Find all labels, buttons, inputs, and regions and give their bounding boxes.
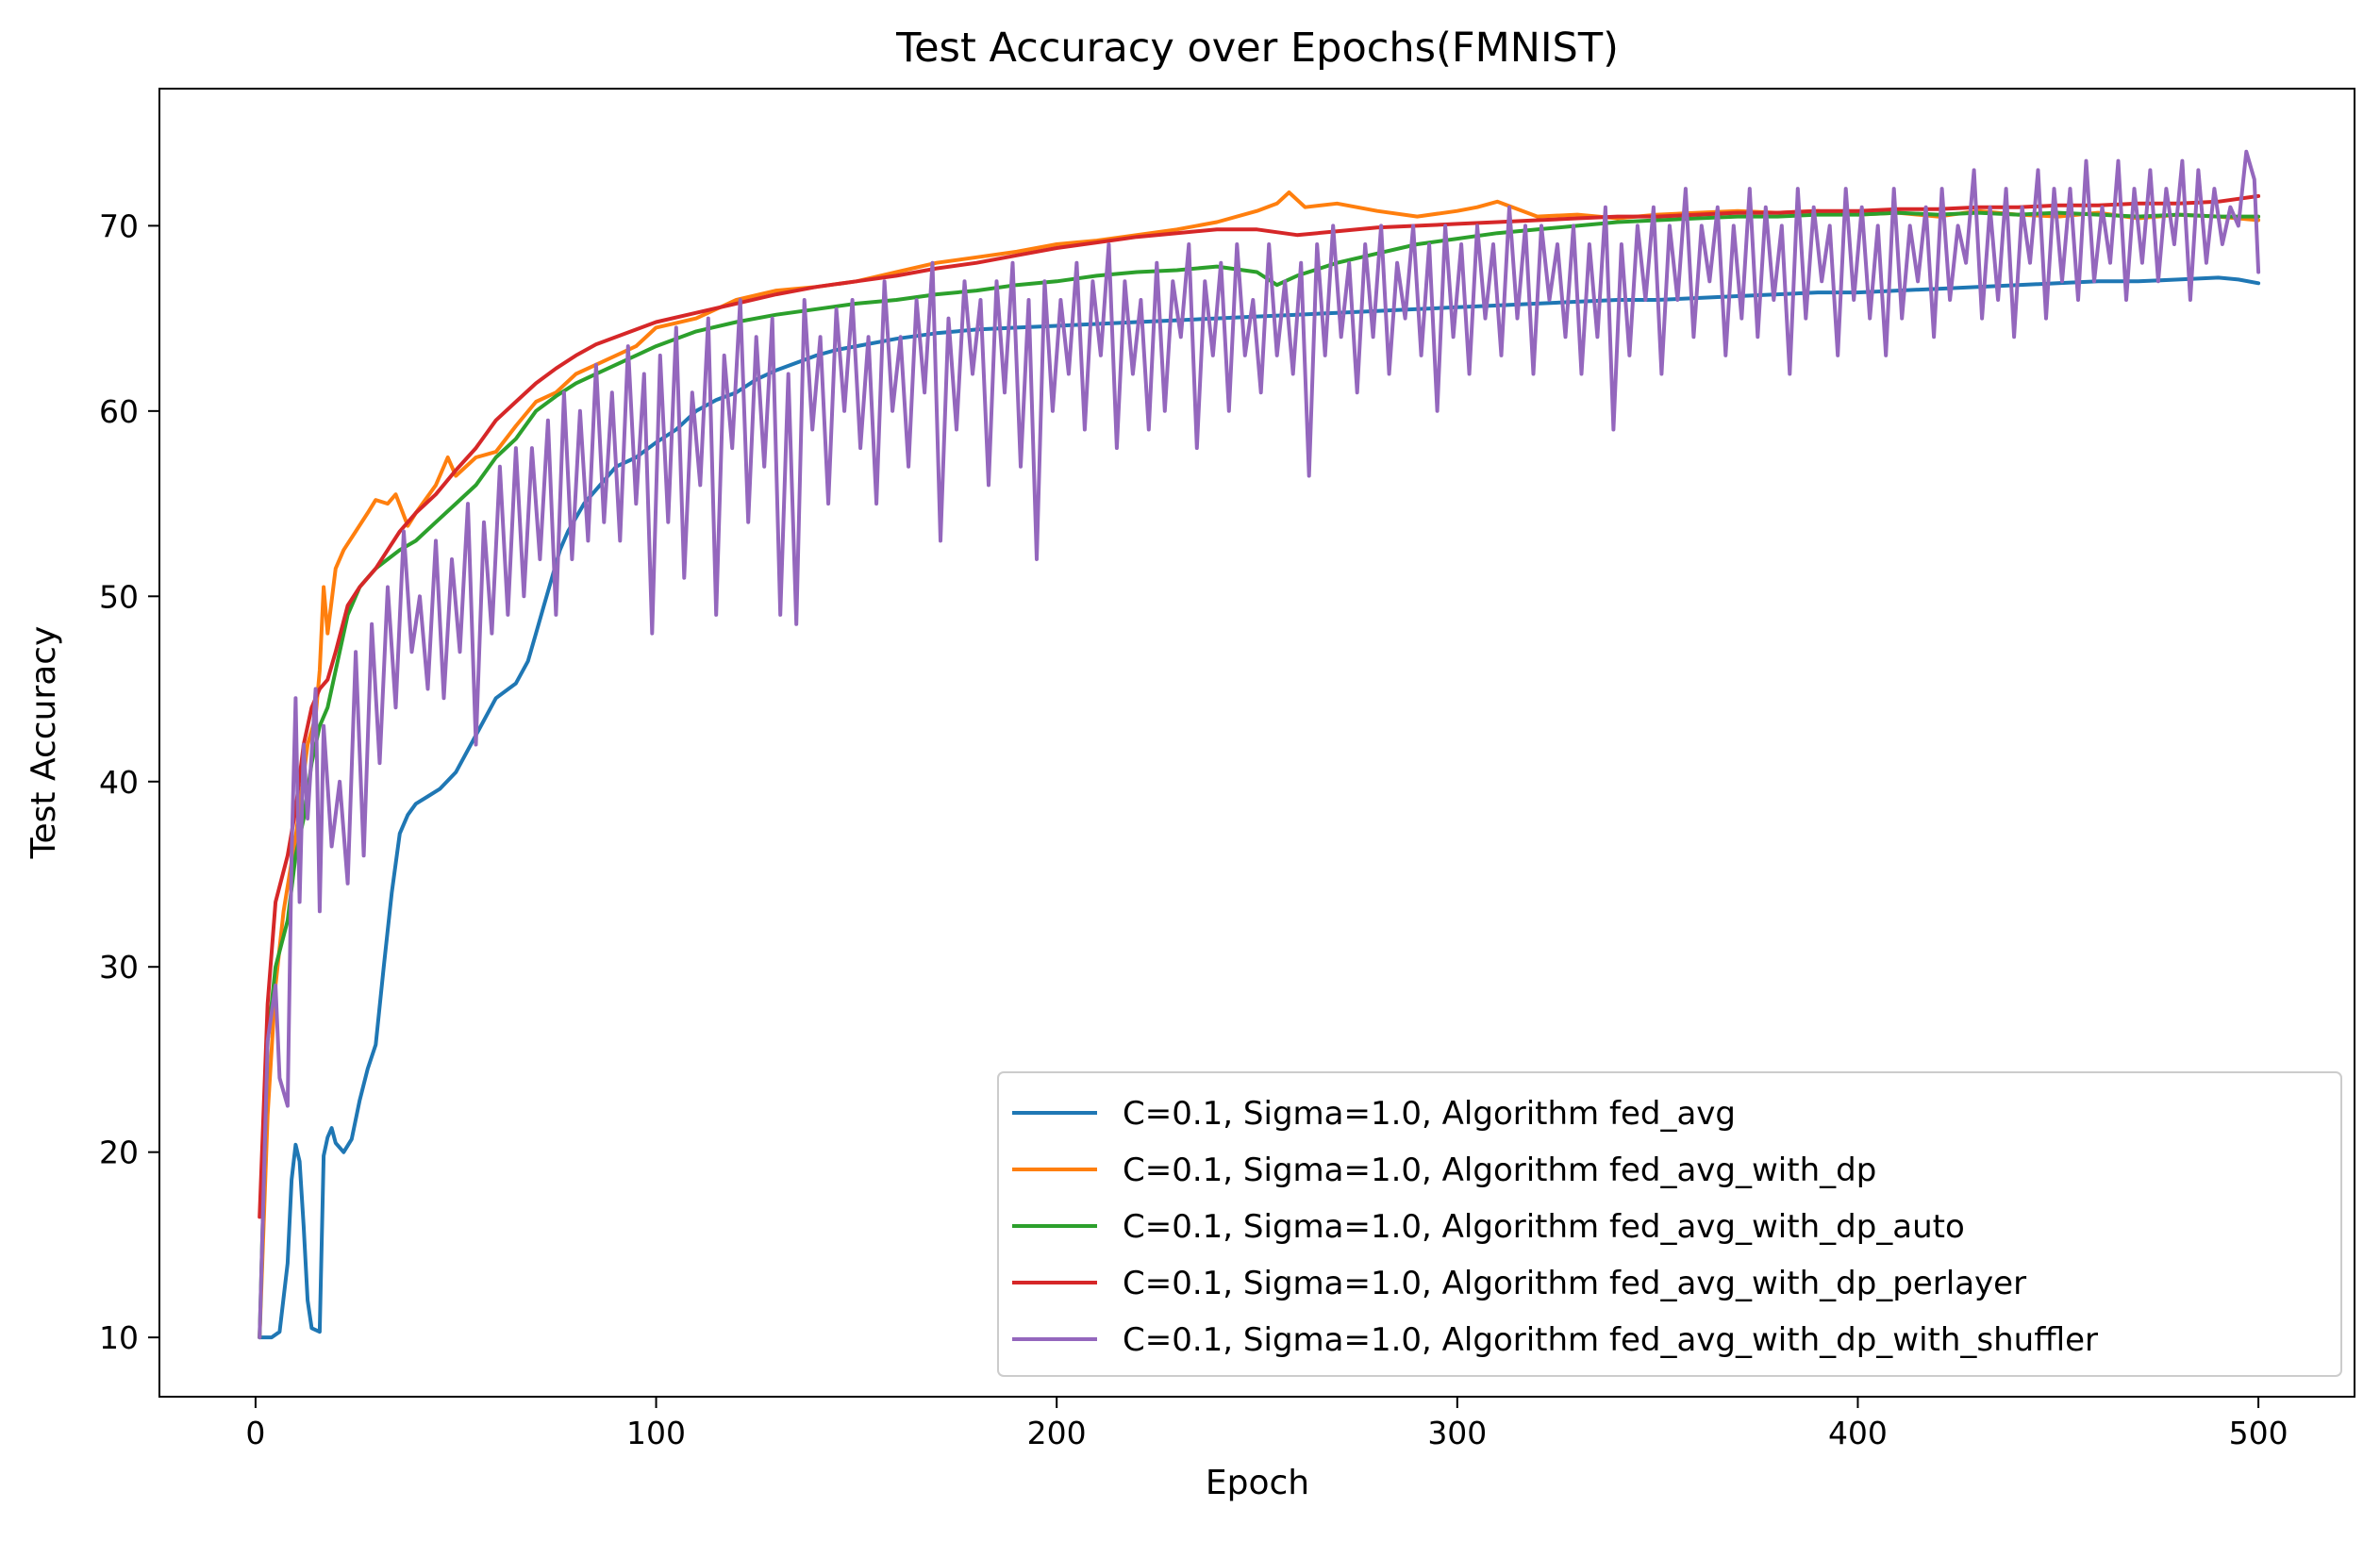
legend-box bbox=[997, 1071, 2342, 1377]
legend-entry-label: C=0.1, Sigma=1.0, Algorithm fed_avg_with… bbox=[1123, 1152, 1876, 1189]
y-tick-label: 10 bbox=[99, 1319, 139, 1356]
legend-entry-label: C=0.1, Sigma=1.0, Algorithm fed_avg_with… bbox=[1123, 1321, 2098, 1359]
x-tick-label: 100 bbox=[626, 1415, 686, 1451]
x-tick-label: 400 bbox=[1828, 1415, 1888, 1451]
series-line-1 bbox=[258, 275, 2261, 1340]
legend-entry-label: C=0.1, Sigma=1.0, Algorithm fed_avg_with… bbox=[1123, 1208, 1965, 1246]
y-tick-label: 60 bbox=[99, 393, 139, 430]
x-axis: 0 100 200 300 400 500 bbox=[245, 1397, 2288, 1451]
y-axis-label: Test Accuracy bbox=[25, 626, 63, 860]
chart-title: Test Accuracy over Epochs(FMNIST) bbox=[895, 25, 1619, 72]
x-tick-label: 300 bbox=[1427, 1415, 1487, 1451]
series-line-4 bbox=[258, 193, 2261, 1219]
y-tick-label: 30 bbox=[99, 949, 139, 986]
y-axis: 10 20 30 40 50 60 70 bbox=[99, 207, 159, 1356]
x-tick-label: 200 bbox=[1027, 1415, 1087, 1451]
legend-entry-label: C=0.1, Sigma=1.0, Algorithm fed_avg_with… bbox=[1123, 1265, 2026, 1302]
legend: C=0.1, Sigma=1.0, Algorithm fed_avg C=0.1… bbox=[997, 1071, 2342, 1377]
y-tick-label: 20 bbox=[99, 1135, 139, 1171]
y-tick-label: 50 bbox=[99, 578, 139, 615]
y-tick-label: 40 bbox=[99, 764, 139, 801]
series-layer bbox=[258, 149, 2261, 1340]
x-tick-label: 0 bbox=[245, 1415, 265, 1451]
x-axis-label: Epoch bbox=[1206, 1464, 1309, 1502]
y-tick-label: 70 bbox=[99, 207, 139, 244]
legend-entry-label: C=0.1, Sigma=1.0, Algorithm fed_avg bbox=[1123, 1095, 1736, 1133]
plot-frame bbox=[158, 88, 2355, 1398]
x-tick-label: 500 bbox=[2229, 1415, 2288, 1451]
series-line-5 bbox=[258, 149, 2261, 1340]
